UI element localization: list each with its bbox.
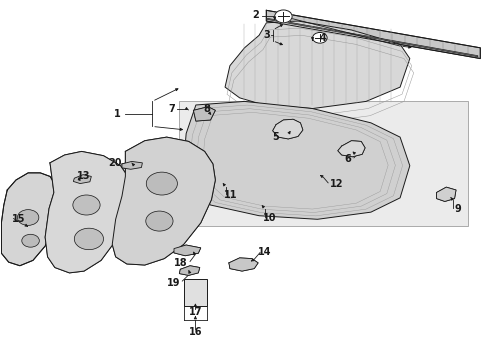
Polygon shape — [337, 141, 365, 157]
Text: 8: 8 — [203, 104, 210, 113]
Text: 5: 5 — [271, 132, 278, 142]
Polygon shape — [179, 102, 467, 226]
Text: 16: 16 — [189, 327, 202, 337]
Text: 14: 14 — [258, 247, 271, 257]
Polygon shape — [73, 175, 91, 184]
Polygon shape — [266, 18, 477, 57]
Text: 2: 2 — [252, 10, 259, 20]
Polygon shape — [193, 107, 215, 121]
Text: 3: 3 — [263, 30, 269, 40]
Text: 15: 15 — [12, 213, 25, 224]
Text: 10: 10 — [263, 213, 276, 223]
Polygon shape — [1, 173, 57, 266]
Text: 6: 6 — [344, 154, 351, 164]
Polygon shape — [112, 137, 215, 265]
Polygon shape — [179, 266, 200, 275]
Text: 4: 4 — [319, 33, 326, 43]
Polygon shape — [436, 187, 455, 202]
Polygon shape — [174, 245, 201, 256]
Circle shape — [73, 195, 100, 215]
Polygon shape — [45, 152, 128, 273]
Text: 1: 1 — [114, 109, 120, 119]
Polygon shape — [228, 258, 258, 271]
Text: 7: 7 — [168, 104, 175, 113]
Circle shape — [74, 228, 103, 249]
Text: 20: 20 — [108, 158, 122, 168]
Polygon shape — [122, 161, 142, 169]
Circle shape — [274, 10, 291, 23]
Circle shape — [22, 234, 39, 247]
Text: 13: 13 — [77, 171, 90, 181]
Bar — [183, 279, 206, 306]
Polygon shape — [266, 10, 479, 59]
Polygon shape — [183, 102, 409, 219]
Text: 11: 11 — [224, 190, 237, 200]
Text: 19: 19 — [166, 278, 180, 288]
Text: 9: 9 — [454, 204, 460, 214]
Text: 12: 12 — [329, 179, 343, 189]
Circle shape — [18, 210, 39, 225]
Polygon shape — [224, 21, 409, 109]
Circle shape — [312, 32, 326, 43]
Polygon shape — [272, 119, 302, 139]
Text: 18: 18 — [173, 258, 187, 268]
Circle shape — [146, 172, 177, 195]
Text: 17: 17 — [189, 307, 202, 317]
Circle shape — [145, 211, 173, 231]
